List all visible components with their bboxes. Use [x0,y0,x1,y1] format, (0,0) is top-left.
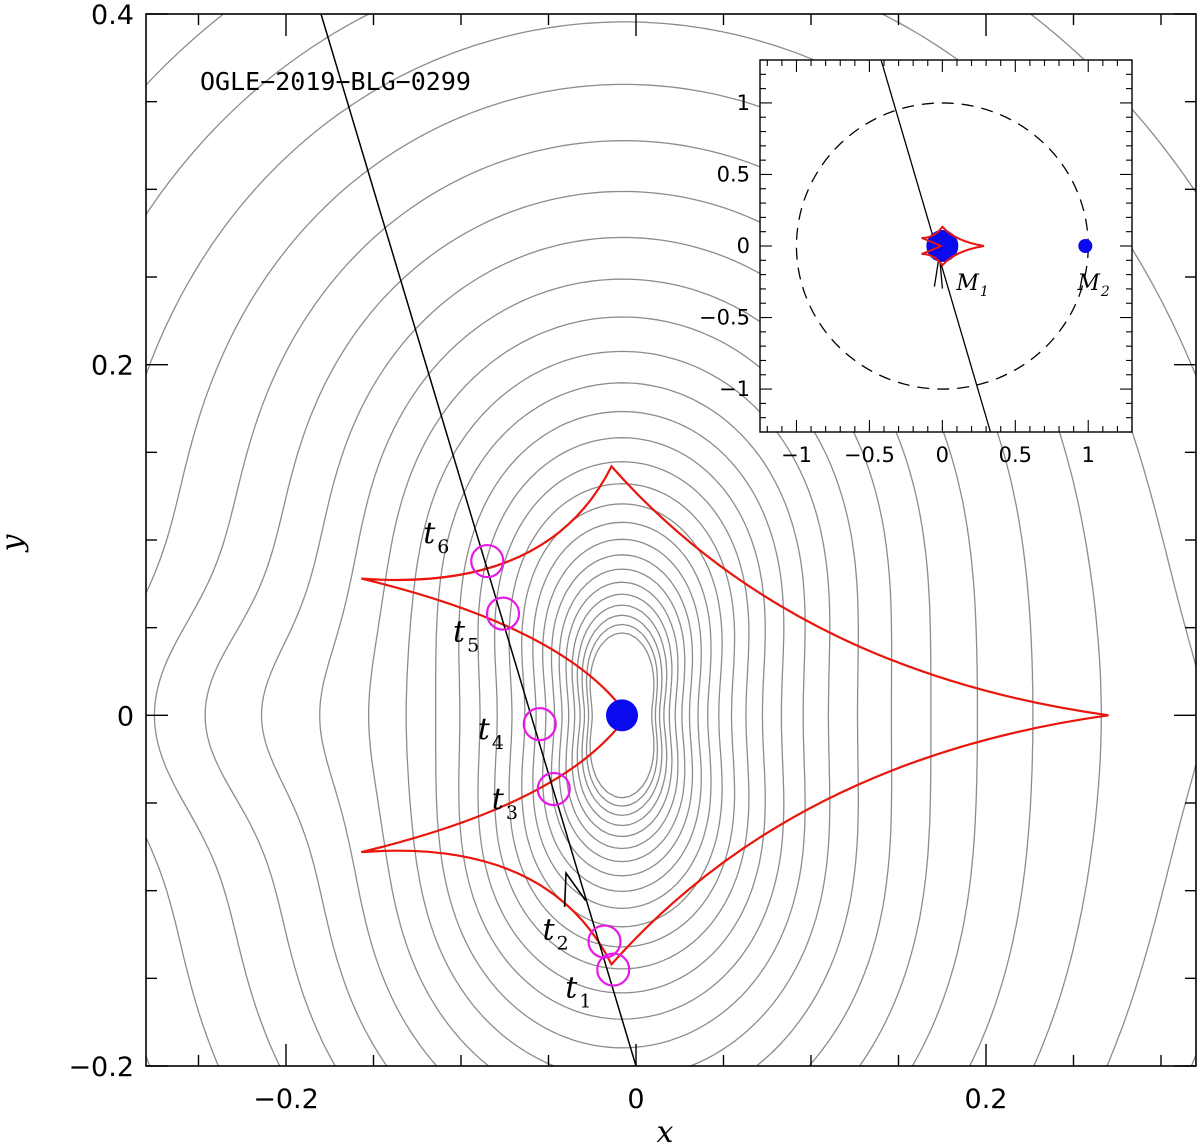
inset-y-tick-label: 1 [737,91,750,115]
source-circle [522,706,557,742]
y-tick-label: −0.2 [68,1052,134,1083]
contour-level [153,140,1034,1066]
contour-level [532,521,712,910]
inset-x-tick-label: −0.5 [844,443,895,467]
source-label-sub: 1 [579,991,591,1013]
main-ticks: −0.2 0 0.2 −0.2 0 0.2 0.4 [68,0,1196,1115]
inset-lens-label-main: M [1076,271,1100,296]
contour-level [576,604,668,827]
inset-lens-label-sub: 2 [1100,284,1110,300]
source-label-sub: 5 [467,635,479,657]
caustic-curve [361,464,1109,967]
inset-content [795,60,1093,432]
source-label-main: t [453,615,466,650]
source-circle [470,543,505,579]
x-axis-label: x [657,1115,674,1146]
inset-y-tick-label: 0.5 [717,162,750,186]
contour-level [493,461,750,970]
source-label-main: t [492,782,505,817]
contour-level [435,382,806,1049]
source-label-sub: 6 [437,536,449,558]
lens-primary-marker [606,699,638,732]
source-label-sub: 2 [557,933,569,955]
inset-lens-label-sub: 1 [980,284,989,300]
y-tick-label: 0 [117,701,134,732]
inset-lens-label-main: M [955,271,979,296]
inset-x-tick-label: −1 [781,443,812,467]
inset-caustic [921,225,985,267]
y-axis-label: y [0,533,30,553]
y-tick-label: 0.2 [91,351,134,382]
source-label-main: t [423,516,436,551]
source-label-main: t [543,913,556,948]
source-circle [536,771,571,807]
inset-y-tick-label: −0.5 [699,306,750,330]
contour-level [585,623,659,807]
source-label-main: t [565,971,578,1006]
source-label-sub: 4 [492,732,504,754]
inset-x-tick-label: 1 [1082,443,1095,467]
source-circle [587,924,622,959]
contour-level [558,568,686,863]
trajectory-line [320,14,637,1066]
source-label-sub: 3 [506,802,518,824]
source-circle [485,596,521,631]
x-tick-label: −0.2 [253,1084,319,1115]
source-positions: t 1t 2t 3t 4t 5t 6 [423,516,631,1013]
contour-level [458,410,785,1020]
direction-arrow [563,870,587,907]
source-circle [596,952,631,987]
inset-lens-label: M2 [1076,271,1110,300]
contour-level [405,350,831,1066]
source-trajectory [320,14,637,1066]
caustic [361,464,1109,967]
y-tick-label: 0.4 [91,0,134,31]
chart-title: OGLE−2019−BLG−0299 [200,67,471,96]
inset-y-tick-label: 0 [737,234,750,258]
inset-x-tick-label: 0.5 [999,443,1032,467]
x-tick-label: 0 [627,1084,644,1115]
contour-level [550,554,694,877]
inset-x-tick-label: 0 [936,443,949,467]
contour-level [565,581,679,850]
lens-primary [606,699,638,732]
contour-level [542,538,702,893]
x-tick-label: 0.2 [965,1084,1008,1115]
source-label-main: t [478,712,491,747]
inset-y-tick-label: −1 [719,377,750,401]
inset-lens-2 [1078,239,1093,253]
inset-lens-label: M1 [955,271,988,300]
contour-level [477,437,766,994]
